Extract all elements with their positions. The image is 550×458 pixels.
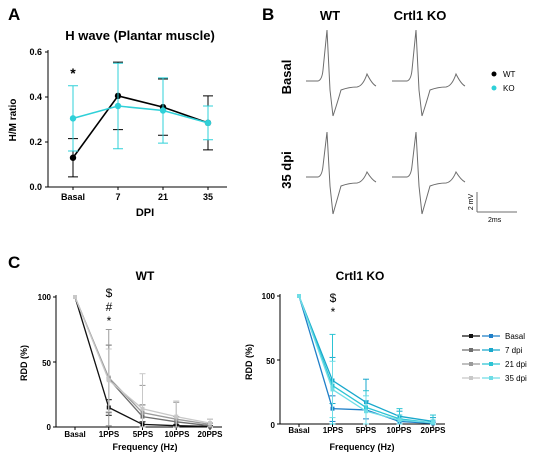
chart-c2-series-35-dpi-point: [364, 409, 368, 414]
chart-c2-annotation-star: *: [331, 305, 336, 319]
chart-a-ytick-2: 0.4: [29, 92, 42, 102]
chart-a-series-ko-point: [159, 107, 167, 114]
chart-a-series-wt-point: [69, 154, 77, 161]
chart-a-xtick-2: 21: [158, 192, 168, 202]
chart-c2-ylabel: RDD (%): [244, 344, 254, 380]
chart-c2-xlabel: Frequency (Hz): [329, 442, 394, 452]
chart-c1-series-35-dpi-point: [208, 421, 212, 426]
trace-ko-basal: [392, 29, 466, 117]
traces-col-ko: Crtl1 KO: [394, 8, 447, 23]
chart-a-legend: WT KO: [491, 70, 516, 93]
chart-a-series-ko-line: [72, 105, 209, 124]
legend-wt-marker: [491, 71, 497, 77]
chart-c1-series-35-dpi-point: [106, 378, 111, 383]
chart-c2-xtick-2: 5PPS: [356, 426, 377, 435]
chart-rdd-ko: Crtl1 KO RDD (%) Frequency (Hz) 0 50 100…: [244, 269, 446, 452]
panel-label-a: A: [8, 5, 20, 24]
scale-bar-mv-label: 2 mV: [468, 194, 475, 211]
chart-c1-series-35-dpi-point: [73, 295, 77, 299]
chart-a-annotation: *: [70, 65, 76, 81]
chart-a-ytick-1: 0.2: [29, 137, 42, 147]
chart-c1-annotation-hash: #: [106, 300, 113, 314]
chart-c1-ytick-1: 50: [42, 359, 51, 368]
chart-c2-xtick-1: 1PPS: [323, 426, 344, 435]
panel-label-c: C: [8, 253, 20, 272]
legend-c-7-dpi-ko-marker: [489, 348, 493, 352]
chart-h-wave: H wave (Plantar muscle) H/M ratio DPI 0.…: [8, 28, 227, 219]
chart-c1-series-35-dpi-errorbar: [139, 373, 146, 428]
chart-c1-xlabel: Frequency (Hz): [112, 442, 177, 452]
chart-a-series-ko-point: [114, 102, 122, 110]
chart-c1-ylabel: RDD (%): [19, 345, 29, 381]
chart-c2-series-35-dpi-point: [431, 420, 435, 425]
chart-c1-xtick-1: 1PPS: [99, 430, 120, 439]
legend-c-basal-label: Basal: [505, 332, 525, 341]
chart-c1-xtick-2: 5PPS: [133, 430, 154, 439]
legend-c-21-dpi-label: 21 dpi: [505, 360, 527, 369]
chart-c1-annotation-dollar: $: [106, 286, 113, 300]
chart-c1-series-35-dpi-point: [174, 414, 179, 419]
chart-a-series-wt-line: [72, 94, 209, 159]
chart-c2-ytick-1: 50: [266, 357, 275, 366]
legend-wt-label: WT: [503, 70, 516, 79]
legend-c-basal-wt-marker: [469, 334, 473, 338]
chart-c1-title: WT: [136, 269, 155, 283]
chart-a-xtick-3: 35: [203, 192, 213, 202]
legend-c-21-dpi-wt-marker: [469, 362, 473, 366]
chart-a-ytick-0: 0.0: [29, 182, 42, 192]
chart-c1-ytick-0: 0: [47, 423, 52, 432]
chart-c1-xtick-0: Basal: [64, 430, 85, 439]
chart-c2-ytick-2: 100: [262, 292, 276, 301]
traces-row-35dpi: 35 dpi: [279, 151, 294, 189]
chart-a-xtick-0: Basal: [61, 192, 85, 202]
traces-panel: WT Crtl1 KO Basal 35 dpi 2 mV 2ms: [279, 8, 517, 224]
chart-rdd-wt: WT RDD (%) Frequency (Hz) 0 50 100 Basal…: [19, 269, 223, 452]
chart-c2-annotation-dollar: $: [330, 291, 337, 305]
panel-label-b: B: [262, 5, 274, 24]
chart-a-series-ko-point: [69, 115, 77, 122]
legend-c-35-dpi-wt-marker: [469, 376, 473, 380]
trace-wt-35dpi: [306, 131, 377, 215]
chart-c1-series-35-dpi-errorbar: [173, 400, 180, 428]
trace-wt-basal: [306, 29, 377, 117]
chart-a-series-ko-point: [204, 119, 212, 127]
chart-a-xlabel: DPI: [136, 207, 154, 219]
chart-c2-series-35-dpi-point: [330, 387, 335, 392]
chart-c1-series-35-dpi-point: [140, 406, 145, 411]
legend-ko-label: KO: [503, 84, 515, 93]
chart-c2-series-35-dpi-point: [297, 294, 301, 298]
chart-a-xtick-1: 7: [115, 192, 120, 202]
chart-c2-series-35-dpi-point: [397, 418, 402, 423]
chart-c2-ytick-0: 0: [271, 421, 276, 430]
chart-c2-xtick-3: 10PPS: [387, 426, 413, 435]
legend-c-35-dpi-label: 35 dpi: [505, 374, 527, 383]
legend-c-35-dpi-ko-marker: [489, 376, 493, 380]
chart-c1-xtick-3: 10PPS: [165, 430, 191, 439]
scale-bar-ms-label: 2ms: [488, 217, 502, 224]
chart-c2-xtick-4: 20PPS: [421, 426, 447, 435]
chart-c1-xtick-4: 20PPS: [198, 430, 224, 439]
chart-c2-title: Crtl1 KO: [336, 269, 385, 283]
chart-a-ylabel: H/M ratio: [8, 99, 19, 142]
chart-a-title: H wave (Plantar muscle): [65, 28, 215, 43]
traces-col-wt: WT: [320, 8, 340, 23]
chart-c1-annotation-star: *: [107, 314, 112, 328]
chart-a-ytick-3: 0.6: [29, 47, 42, 57]
legend-c-7-dpi-label: 7 dpi: [505, 346, 523, 355]
chart-c2-xtick-0: Basal: [288, 426, 309, 435]
legend-c-21-dpi-ko-marker: [489, 362, 493, 366]
chart-c1-ytick-2: 100: [38, 293, 52, 302]
chart-c-legend: Basal 7 dpi 21 dpi 35 dpi: [462, 332, 527, 383]
traces-row-basal: Basal: [279, 60, 294, 95]
legend-c-7-dpi-wt-marker: [469, 348, 473, 352]
legend-c-basal-ko-marker: [489, 334, 493, 338]
trace-ko-35dpi: [392, 131, 466, 215]
legend-ko-marker: [491, 85, 497, 91]
